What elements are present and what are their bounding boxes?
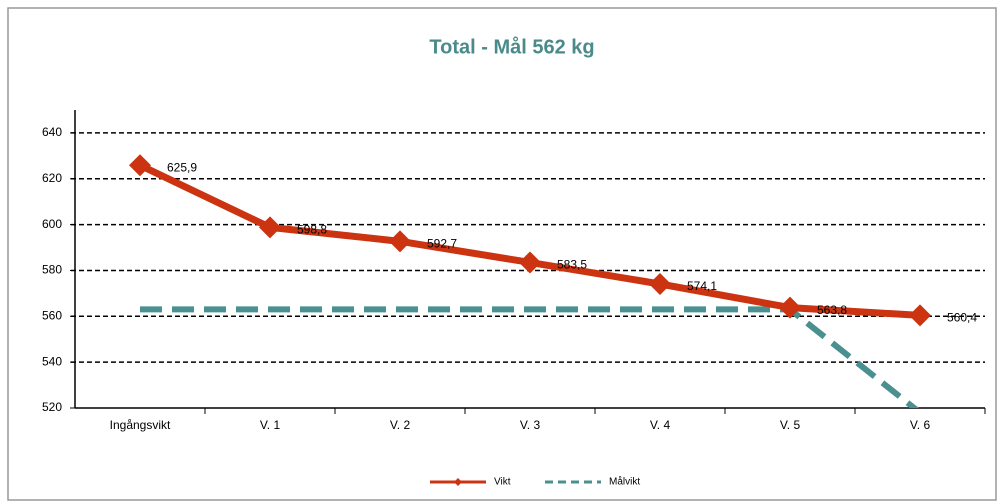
- x-tick-label: V. 3: [520, 418, 541, 432]
- chart-frame: [7, 7, 997, 501]
- y-tick-label: 640: [42, 125, 62, 139]
- data-label: 574,1: [687, 279, 717, 293]
- data-label: 598,8: [297, 223, 327, 237]
- x-tick-label: Ingångsvikt: [110, 418, 171, 432]
- data-point: [909, 304, 931, 327]
- data-label: 560,4: [947, 311, 977, 325]
- y-tick-label: 580: [42, 263, 62, 277]
- y-tick-label: 620: [42, 171, 62, 185]
- legend-label: Målvikt: [609, 476, 640, 488]
- data-point: [259, 216, 281, 239]
- data-point: [519, 251, 541, 274]
- data-label: 592,7: [427, 237, 457, 251]
- data-point: [389, 230, 411, 253]
- x-tick-label: V. 5: [780, 418, 801, 432]
- y-tick-label: 520: [42, 400, 62, 414]
- data-point: [129, 154, 151, 177]
- legend-marker: [454, 478, 462, 486]
- data-label: 583,5: [557, 258, 587, 272]
- y-tick-label: 600: [42, 217, 62, 231]
- x-tick-label: V. 1: [260, 418, 281, 432]
- data-point: [779, 296, 801, 319]
- data-point: [649, 272, 671, 295]
- y-tick-label: 560: [42, 308, 62, 322]
- chart-title: Total - Mål 562 kg: [429, 35, 594, 58]
- plot-area: [129, 154, 931, 408]
- x-tick-label: V. 4: [650, 418, 671, 432]
- data-label: 563,8: [817, 303, 847, 317]
- x-tick-label: V. 2: [390, 418, 411, 432]
- x-tick-label: V. 6: [910, 418, 931, 432]
- y-tick-label: 540: [42, 354, 62, 368]
- legend-label: Vikt: [494, 477, 511, 488]
- data-label: 625,9: [167, 160, 197, 174]
